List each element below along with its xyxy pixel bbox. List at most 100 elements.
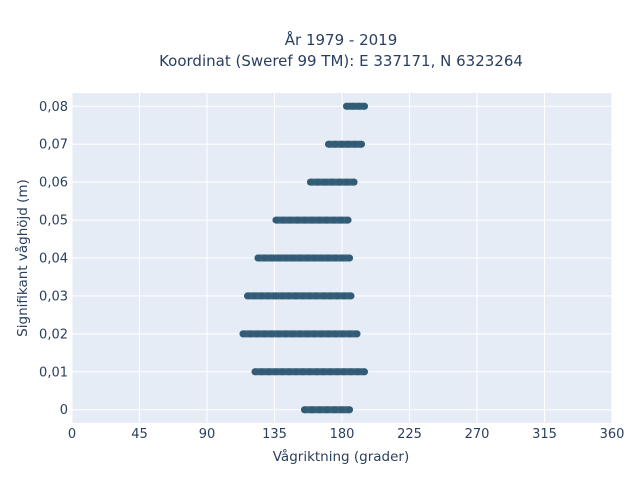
data-points: [239, 102, 368, 414]
scatter-point: [331, 406, 338, 414]
scatter-point: [264, 292, 272, 300]
scatter-point: [355, 102, 362, 110]
scatter-point: [321, 178, 329, 186]
scatter-point: [358, 140, 365, 148]
scatter-point: [316, 406, 323, 414]
scatter-point: [353, 330, 361, 338]
scatter-point: [282, 330, 290, 338]
scatter-point: [310, 330, 318, 338]
scatter-point: [250, 292, 258, 300]
scatter-point: [299, 292, 307, 300]
scatter-point: [317, 254, 325, 262]
scatter-point: [350, 178, 358, 186]
scatter-point: [253, 330, 261, 338]
x-tick-label: 270: [465, 427, 490, 442]
scatter-point: [268, 330, 275, 338]
scatter-point: [265, 368, 273, 376]
scatter-point: [306, 292, 314, 300]
scatter-point: [244, 292, 251, 300]
x-tick-label: 180: [330, 427, 355, 442]
scatter-point: [308, 406, 316, 414]
scatter-point: [317, 330, 325, 338]
scatter-point: [338, 254, 346, 262]
scatter-point: [239, 330, 247, 338]
scatter-point: [346, 330, 354, 338]
scatter-point: [278, 292, 286, 300]
scatter-point: [319, 368, 327, 376]
scatter-point: [271, 292, 279, 300]
x-axis-title: Vågriktning (grader): [273, 448, 410, 465]
scatter-point: [286, 216, 294, 224]
scatter-point: [257, 292, 265, 300]
scatter-point: [285, 292, 293, 300]
x-tick-label: 135: [262, 427, 287, 442]
scatter-point: [361, 102, 368, 110]
y-tick-label: 0,06: [39, 176, 68, 191]
scatter-point: [260, 330, 268, 338]
y-axis-title: Signifikant våghöjd (m): [14, 179, 31, 337]
scatter-point: [301, 406, 308, 414]
y-tick-labels: 0 0,01 0,02 0,03 0,04 0,05 0,06 0,07 0,08: [39, 100, 68, 418]
scatter-point: [289, 330, 297, 338]
scatter-point: [314, 178, 322, 186]
scatter-point: [347, 292, 355, 300]
scatter-point: [339, 330, 347, 338]
scatter-point: [315, 216, 323, 224]
chart-title-line1: År 1979 - 2019: [285, 30, 398, 49]
scatter-point: [347, 368, 355, 376]
chart-title-line2: Koordinat (Sweref 99 TM): E 337171, N 63…: [159, 52, 523, 70]
scatter-point: [331, 140, 339, 148]
scatter-point: [294, 216, 302, 224]
x-tick-label: 360: [600, 427, 625, 442]
scatter-point: [272, 216, 280, 224]
scatter-point: [299, 368, 307, 376]
scatter-point: [340, 368, 348, 376]
scatter-point: [254, 254, 262, 262]
scatter-point: [313, 368, 321, 376]
scatter-point: [310, 254, 318, 262]
scatter-point: [338, 406, 346, 414]
scatter-point: [303, 254, 311, 262]
y-tick-label: 0,08: [39, 100, 68, 115]
y-tick-label: 0,05: [39, 214, 68, 229]
scatter-point: [307, 178, 314, 186]
scatter-point: [313, 292, 320, 300]
y-tick-label: 0: [60, 403, 68, 418]
scatter-point: [258, 368, 266, 376]
scatter-point: [275, 330, 283, 338]
scatter-point: [343, 102, 350, 110]
scatter-point: [346, 254, 353, 262]
x-tick-label: 225: [397, 427, 422, 442]
scatter-point: [326, 368, 334, 376]
scatter-point: [338, 140, 346, 148]
scatter-point: [332, 330, 340, 338]
scatter-point: [344, 140, 352, 148]
scatter-point: [289, 254, 297, 262]
scatter-point: [278, 368, 286, 376]
scatter-point: [333, 368, 341, 376]
scatter-point: [308, 216, 316, 224]
scatter-point: [296, 330, 304, 338]
scatter-point: [331, 254, 339, 262]
scatter-point: [336, 178, 343, 186]
scatter-point: [333, 292, 341, 300]
scatter-point: [337, 216, 345, 224]
y-tick-label: 0,07: [39, 138, 68, 153]
scatter-point: [326, 292, 334, 300]
y-tick-label: 0,01: [39, 365, 68, 380]
x-tick-label: 45: [131, 427, 148, 442]
x-tick-label: 315: [532, 427, 557, 442]
scatter-point: [292, 292, 300, 300]
scatter-point: [268, 254, 276, 262]
scatter-point: [296, 254, 304, 262]
x-tick-label: 0: [68, 427, 76, 442]
scatter-point: [346, 406, 353, 414]
scatter-point: [282, 254, 290, 262]
scatter-point: [301, 216, 309, 224]
y-tick-label: 0,03: [39, 289, 68, 304]
scatter-point: [261, 254, 269, 262]
scatter-point: [251, 368, 259, 376]
scatter-point: [324, 254, 332, 262]
scatter-point: [319, 292, 327, 300]
